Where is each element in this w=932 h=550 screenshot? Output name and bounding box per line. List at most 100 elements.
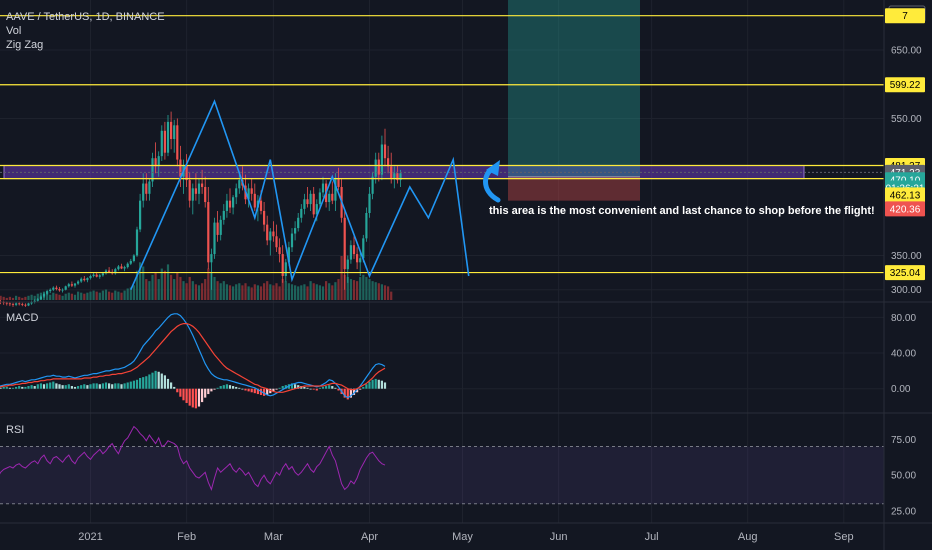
- volume-bar: [33, 295, 36, 300]
- volume-bar: [321, 286, 325, 300]
- volume-bar: [328, 283, 331, 300]
- macd-histogram-bar: [266, 388, 269, 395]
- indicator-zigzag[interactable]: Zig Zag: [6, 39, 44, 51]
- candle-body: [201, 183, 204, 187]
- volume-bar: [101, 290, 104, 300]
- volume-bar: [139, 262, 142, 300]
- price-tag-label: 462.13: [890, 190, 921, 201]
- volume-bar: [61, 295, 64, 300]
- macd-title[interactable]: MACD: [6, 312, 39, 324]
- macd-histogram-bar: [349, 388, 352, 398]
- macd-histogram-bar: [39, 383, 42, 389]
- volume-bar: [247, 286, 250, 300]
- macd-histogram-bar: [21, 386, 24, 389]
- price-tag-box: [885, 201, 925, 217]
- candle-body: [349, 245, 352, 260]
- candle-body: [5, 302, 8, 304]
- macd-histogram-bar: [83, 384, 86, 389]
- macd-histogram-bar: [145, 376, 148, 389]
- annotation-text[interactable]: this area is the most convenient and las…: [489, 205, 875, 217]
- macd-histogram-bar: [154, 370, 157, 389]
- macd-histogram-bar: [166, 378, 170, 389]
- volume-bar: [154, 272, 157, 300]
- candle-body: [30, 302, 33, 304]
- macd-histogram-bar: [163, 375, 166, 389]
- candle-body: [396, 173, 399, 181]
- candle-body: [89, 276, 92, 279]
- macd-histogram-bar: [359, 388, 362, 390]
- target-area: [508, 0, 640, 177]
- candle-body: [219, 219, 222, 235]
- candle-body: [266, 224, 269, 241]
- macd-histogram-bar: [70, 386, 73, 389]
- time-axis[interactable]: 2021 Feb Mar Apr May Jun Jul Aug Sep: [78, 531, 853, 543]
- candle-body: [259, 200, 263, 211]
- macd-histogram-bar: [58, 384, 61, 389]
- macd-histogram-bar: [182, 388, 185, 401]
- indicator-vol[interactable]: Vol: [6, 25, 22, 37]
- macd-histogram-bar: [297, 385, 300, 389]
- volume-bar: [272, 285, 275, 300]
- macd-histogram-bar: [61, 385, 64, 389]
- price-axis[interactable]: 300.00 350.00 550.00 650.00 0.00 40.00 80.00 25…: [885, 5, 926, 517]
- volume-bar: [8, 296, 11, 300]
- candle-body: [377, 159, 380, 175]
- horizontal-levels[interactable]: [0, 15, 884, 274]
- volume-bar: [163, 270, 166, 300]
- candle-body: [204, 186, 207, 203]
- macd-histogram-bar: [36, 384, 39, 389]
- candle-body: [309, 193, 312, 205]
- macd-histogram-bar: [191, 388, 194, 408]
- volume-bar: [290, 284, 294, 300]
- rsi-tick-label: 25.00: [891, 506, 916, 517]
- grid-lines: [0, 0, 884, 523]
- macd-histogram-bar: [104, 382, 108, 389]
- macd-histogram-bar: [49, 382, 52, 389]
- macd-histogram-bar: [173, 386, 176, 389]
- candle-body: [222, 210, 225, 220]
- candle-body: [8, 303, 11, 305]
- macd-histogram-bar: [318, 387, 321, 389]
- candle-body: [272, 231, 275, 237]
- candle-body: [166, 121, 170, 153]
- candle-body: [123, 267, 126, 269]
- volume-bar: [24, 296, 27, 300]
- candle-body: [315, 204, 318, 215]
- candle-body: [318, 192, 321, 205]
- time-tick-label: Aug: [738, 531, 758, 543]
- candle-body: [15, 303, 18, 305]
- candle-body: [145, 183, 148, 194]
- candle-body: [173, 125, 176, 140]
- macd-histogram-bar: [89, 384, 92, 389]
- candle-body: [64, 286, 67, 290]
- symbol-title[interactable]: AAVE / TetherUS, 1D, BINANCE: [6, 11, 165, 23]
- candle-body: [213, 222, 216, 255]
- candle-body: [362, 238, 365, 259]
- volume-bar: [166, 264, 170, 300]
- volume-bar: [73, 294, 77, 300]
- macd-histogram-bar: [194, 388, 197, 409]
- macd-histogram-bar: [24, 386, 27, 389]
- macd-histogram-bar: [343, 388, 346, 398]
- long-position-tool[interactable]: [508, 0, 640, 201]
- macd-histogram-bar: [362, 386, 365, 389]
- macd-histogram-bar: [30, 385, 33, 389]
- macd-histogram-bar: [73, 386, 77, 389]
- macd-histogram-bar: [0, 387, 2, 389]
- time-tick-label: May: [452, 531, 473, 543]
- time-tick-label: Feb: [177, 531, 196, 543]
- price-tag-label: 420.36: [890, 204, 921, 215]
- macd-histogram-bar: [377, 379, 380, 389]
- candle-body: [27, 303, 30, 306]
- candle-body: [232, 197, 235, 208]
- rsi-title[interactable]: RSI: [6, 424, 25, 436]
- volume-bar: [266, 281, 269, 300]
- candle-body: [275, 236, 278, 248]
- price-tag-box: [885, 77, 925, 93]
- candle-body: [61, 289, 64, 291]
- volume-bar: [346, 276, 349, 300]
- macd-histogram-bar: [278, 387, 281, 389]
- volume-bar: [27, 295, 30, 300]
- volume-bar: [18, 296, 21, 300]
- volume-bar: [228, 285, 232, 300]
